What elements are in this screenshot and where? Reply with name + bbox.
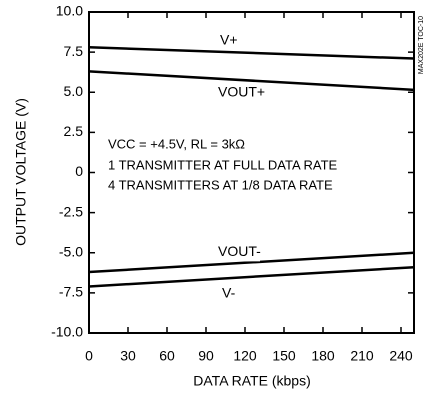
y-tick-label: 5.0 — [64, 83, 84, 99]
series-line — [88, 265, 415, 288]
y-axis-label: OUTPUT VOLTAGE (V) — [13, 98, 29, 246]
x-tick-label: 90 — [198, 348, 214, 364]
x-tick-label: 240 — [389, 348, 413, 364]
conditions-text: 4 TRANSMITTERS AT 1/8 DATA RATE — [108, 177, 333, 192]
x-tick-label: 210 — [350, 348, 374, 364]
y-tick-label: -10.0 — [51, 324, 83, 340]
y-tick-label: 2.5 — [64, 123, 84, 139]
y-tick-label: -5.0 — [59, 243, 83, 259]
x-tick-label: 150 — [272, 348, 296, 364]
series-line — [88, 251, 415, 274]
x-tick-label: 0 — [85, 348, 93, 364]
series-label: V- — [222, 284, 236, 300]
series-line — [88, 46, 415, 60]
series-label-bg — [190, 83, 260, 102]
series-label: VOUT+ — [218, 83, 265, 99]
conditions-text: 1 TRANSMITTER AT FULL DATA RATE — [108, 157, 338, 172]
series-line — [88, 70, 415, 92]
y-tick-label: -7.5 — [59, 284, 83, 300]
side-note: MAX202E TOC-10 — [418, 16, 425, 74]
x-tick-label: 180 — [311, 348, 335, 364]
y-tick-label: 7.5 — [64, 43, 84, 59]
conditions-bg — [104, 134, 396, 198]
x-tick-label: 30 — [120, 348, 136, 364]
x-axis-label: DATA RATE (kbps) — [193, 373, 310, 389]
conditions-text: VCC = +4.5V, RL = 3kΩ — [108, 136, 245, 151]
y-tick-label: -2.5 — [59, 203, 83, 219]
y-tick-label: 0 — [75, 163, 83, 179]
y-tick-label: 10.0 — [56, 3, 83, 19]
series-label-bg — [190, 243, 260, 262]
series-label: VOUT- — [218, 243, 261, 259]
x-tick-label: 120 — [233, 348, 257, 364]
series-label: V+ — [220, 32, 238, 48]
x-tick-label: 60 — [159, 348, 175, 364]
